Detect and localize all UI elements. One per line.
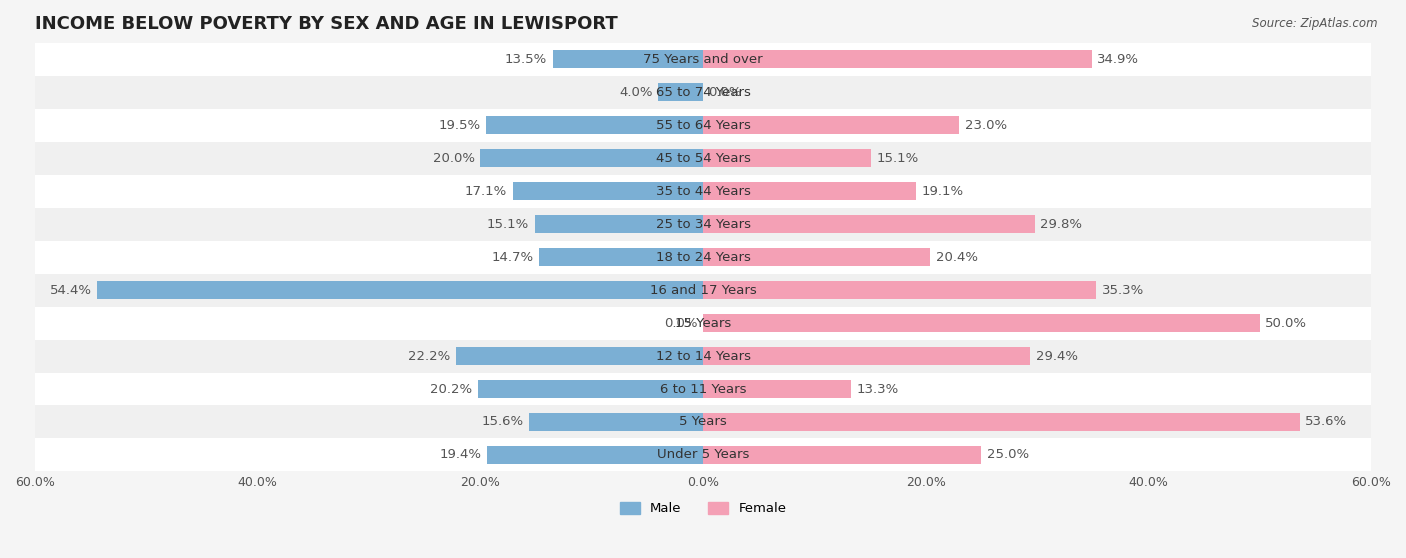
Bar: [703, 446, 981, 464]
Text: 50.0%: 50.0%: [1265, 316, 1308, 330]
Bar: [35, 76, 1371, 109]
Text: 6 to 11 Years: 6 to 11 Years: [659, 383, 747, 396]
Text: 19.4%: 19.4%: [440, 449, 481, 461]
Text: 17.1%: 17.1%: [465, 185, 508, 198]
Text: 13.3%: 13.3%: [856, 383, 898, 396]
Text: 13.5%: 13.5%: [505, 53, 547, 66]
Bar: [456, 347, 703, 365]
Bar: [703, 380, 851, 398]
Text: 55 to 64 Years: 55 to 64 Years: [655, 119, 751, 132]
Bar: [97, 281, 703, 299]
Bar: [35, 142, 1371, 175]
Text: 19.5%: 19.5%: [439, 119, 481, 132]
Bar: [35, 439, 1371, 472]
Bar: [703, 116, 959, 134]
Text: 5 Years: 5 Years: [679, 416, 727, 429]
Bar: [553, 50, 703, 69]
Text: 15.1%: 15.1%: [486, 218, 529, 230]
Text: 0.0%: 0.0%: [709, 86, 742, 99]
Bar: [35, 406, 1371, 439]
Bar: [35, 43, 1371, 76]
Bar: [35, 340, 1371, 373]
Text: 15.1%: 15.1%: [877, 152, 920, 165]
Bar: [703, 215, 1035, 233]
Text: 23.0%: 23.0%: [965, 119, 1007, 132]
Bar: [529, 413, 703, 431]
Text: 65 to 74 Years: 65 to 74 Years: [655, 86, 751, 99]
Text: 29.4%: 29.4%: [1036, 349, 1078, 363]
Bar: [703, 281, 1097, 299]
Text: Under 5 Years: Under 5 Years: [657, 449, 749, 461]
Text: 22.2%: 22.2%: [408, 349, 450, 363]
Text: 14.7%: 14.7%: [492, 251, 534, 264]
Text: 20.4%: 20.4%: [936, 251, 977, 264]
Bar: [481, 149, 703, 167]
Bar: [35, 240, 1371, 273]
Text: 15.6%: 15.6%: [482, 416, 524, 429]
Bar: [703, 248, 931, 266]
Bar: [534, 215, 703, 233]
Text: 45 to 54 Years: 45 to 54 Years: [655, 152, 751, 165]
Text: 19.1%: 19.1%: [921, 185, 963, 198]
Text: 25.0%: 25.0%: [987, 449, 1029, 461]
Bar: [35, 273, 1371, 306]
Text: 34.9%: 34.9%: [1097, 53, 1139, 66]
Bar: [486, 116, 703, 134]
Bar: [658, 83, 703, 102]
Text: 4.0%: 4.0%: [620, 86, 652, 99]
Text: 75 Years and over: 75 Years and over: [643, 53, 763, 66]
Text: 53.6%: 53.6%: [1305, 416, 1347, 429]
Bar: [703, 149, 872, 167]
Text: 20.0%: 20.0%: [433, 152, 475, 165]
Bar: [540, 248, 703, 266]
Bar: [35, 175, 1371, 208]
Text: 54.4%: 54.4%: [49, 283, 91, 297]
Bar: [703, 182, 915, 200]
Bar: [703, 314, 1260, 332]
Bar: [35, 208, 1371, 240]
Text: 18 to 24 Years: 18 to 24 Years: [655, 251, 751, 264]
Text: 29.8%: 29.8%: [1040, 218, 1083, 230]
Text: 16 and 17 Years: 16 and 17 Years: [650, 283, 756, 297]
Text: 0.0%: 0.0%: [664, 316, 697, 330]
Text: 12 to 14 Years: 12 to 14 Years: [655, 349, 751, 363]
Bar: [35, 306, 1371, 340]
Bar: [35, 109, 1371, 142]
Bar: [513, 182, 703, 200]
Text: INCOME BELOW POVERTY BY SEX AND AGE IN LEWISPORT: INCOME BELOW POVERTY BY SEX AND AGE IN L…: [35, 15, 617, 33]
Legend: Male, Female: Male, Female: [614, 497, 792, 521]
Bar: [35, 373, 1371, 406]
Bar: [703, 50, 1091, 69]
Text: Source: ZipAtlas.com: Source: ZipAtlas.com: [1253, 17, 1378, 30]
Bar: [478, 380, 703, 398]
Text: 35.3%: 35.3%: [1102, 283, 1144, 297]
Text: 35 to 44 Years: 35 to 44 Years: [655, 185, 751, 198]
Bar: [703, 413, 1299, 431]
Text: 20.2%: 20.2%: [430, 383, 472, 396]
Bar: [703, 347, 1031, 365]
Text: 15 Years: 15 Years: [675, 316, 731, 330]
Bar: [486, 446, 703, 464]
Text: 25 to 34 Years: 25 to 34 Years: [655, 218, 751, 230]
